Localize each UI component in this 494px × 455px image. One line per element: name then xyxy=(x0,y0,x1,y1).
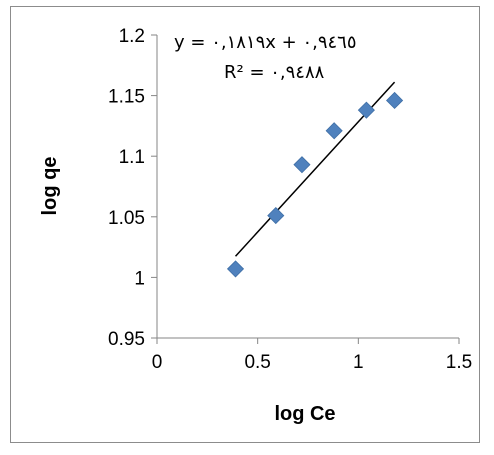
x-tick-labels: 0 0.5 1 1.5 xyxy=(152,352,473,373)
y-tick-label: 1.1 xyxy=(119,147,145,168)
trendline-equation: y = ٠,١٨١٩x + ٠,٩٤٦٥ xyxy=(174,32,357,53)
data-point xyxy=(226,260,245,278)
data-point xyxy=(325,122,343,140)
x-tick-label: 0 xyxy=(152,352,163,373)
axes xyxy=(151,34,460,344)
y-tick-labels: 0.95 1 1.05 1.1 1.15 1.2 xyxy=(108,26,145,350)
y-axis-title: log qe xyxy=(39,157,61,216)
y-tick-label: 1.15 xyxy=(108,87,145,108)
y-tick-label: 0.95 xyxy=(108,329,145,350)
data-point xyxy=(357,101,375,119)
data-point xyxy=(293,156,311,174)
data-points xyxy=(226,91,404,278)
data-point xyxy=(267,207,285,225)
y-tick-label: 1 xyxy=(134,268,145,289)
chart-frame xyxy=(10,6,480,443)
r-squared-label: R² = ٠,٩٤٨٨ xyxy=(224,62,325,83)
x-tick-label: 1 xyxy=(353,352,364,373)
y-tick-label: 1.05 xyxy=(108,208,145,229)
x-tick-label: 1.5 xyxy=(446,352,472,373)
x-axis-title: log Ce xyxy=(274,403,335,425)
x-tick-label: 0.5 xyxy=(244,352,270,373)
y-tick-label: 1.2 xyxy=(119,26,145,47)
data-point xyxy=(386,91,404,110)
